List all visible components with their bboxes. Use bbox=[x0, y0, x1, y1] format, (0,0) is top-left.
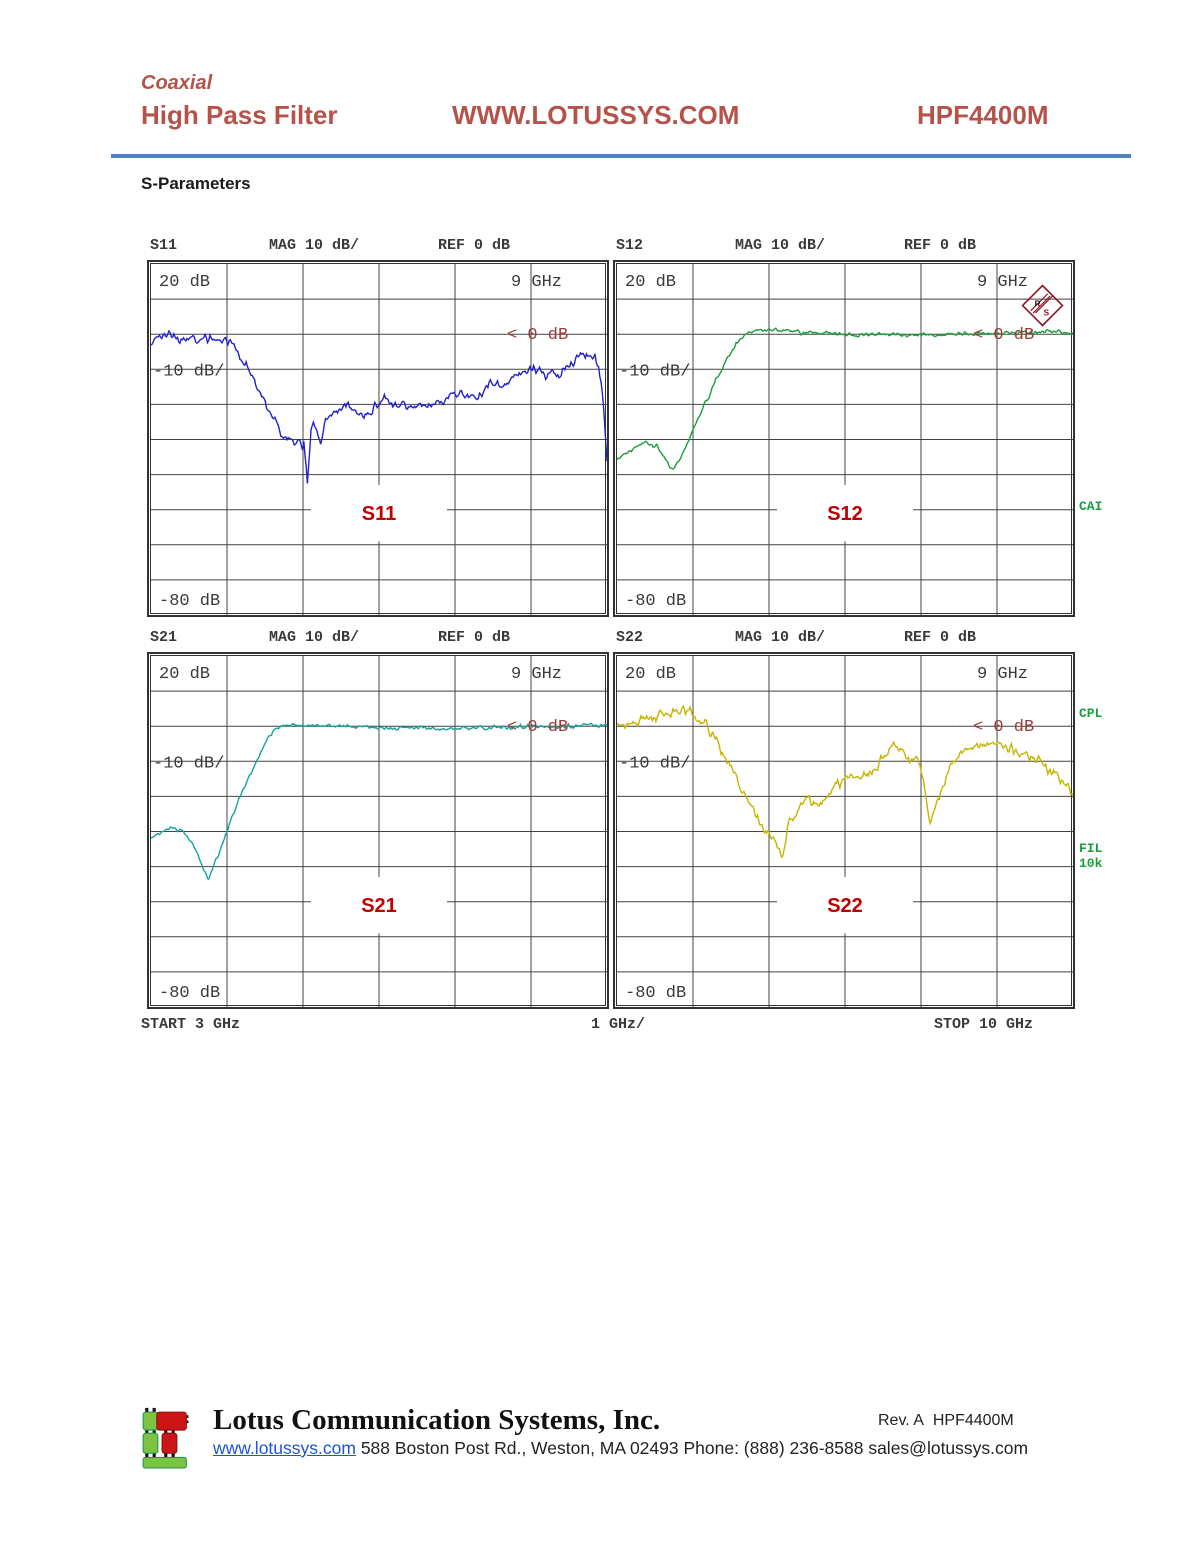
svg-text:20 dB: 20 dB bbox=[625, 273, 676, 292]
svg-text:-80 dB: -80 dB bbox=[625, 984, 686, 1003]
svg-text:-80 dB: -80 dB bbox=[159, 984, 220, 1003]
svg-text:< 0 dB: < 0 dB bbox=[507, 718, 568, 737]
svg-text:S21: S21 bbox=[361, 895, 397, 917]
svg-text:20 dB: 20 dB bbox=[159, 273, 210, 292]
svg-text:R: R bbox=[1035, 298, 1041, 308]
svg-text:-80 dB: -80 dB bbox=[159, 592, 220, 611]
svg-text:-10 dB/: -10 dB/ bbox=[619, 362, 690, 381]
svg-text:S: S bbox=[1043, 307, 1049, 317]
svg-text:20 dB: 20 dB bbox=[159, 665, 210, 684]
svg-text:-10 dB/: -10 dB/ bbox=[619, 754, 690, 773]
svg-text:9 GHz: 9 GHz bbox=[511, 665, 562, 684]
svg-text:9 GHz: 9 GHz bbox=[977, 665, 1028, 684]
svg-text:S12: S12 bbox=[827, 503, 863, 525]
svg-text:20 dB: 20 dB bbox=[625, 665, 676, 684]
svg-text:-10 dB/: -10 dB/ bbox=[153, 362, 224, 381]
svg-text:-80 dB: -80 dB bbox=[625, 592, 686, 611]
svg-text:S11: S11 bbox=[362, 503, 396, 525]
svg-text:-10 dB/: -10 dB/ bbox=[153, 754, 224, 773]
svg-text:9 GHz: 9 GHz bbox=[511, 273, 562, 292]
svg-text:S22: S22 bbox=[827, 895, 863, 917]
svg-text:< 0 dB: < 0 dB bbox=[973, 718, 1034, 737]
svg-text:< 0 dB: < 0 dB bbox=[507, 326, 568, 345]
svg-text:< 0 dB: < 0 dB bbox=[973, 326, 1034, 345]
